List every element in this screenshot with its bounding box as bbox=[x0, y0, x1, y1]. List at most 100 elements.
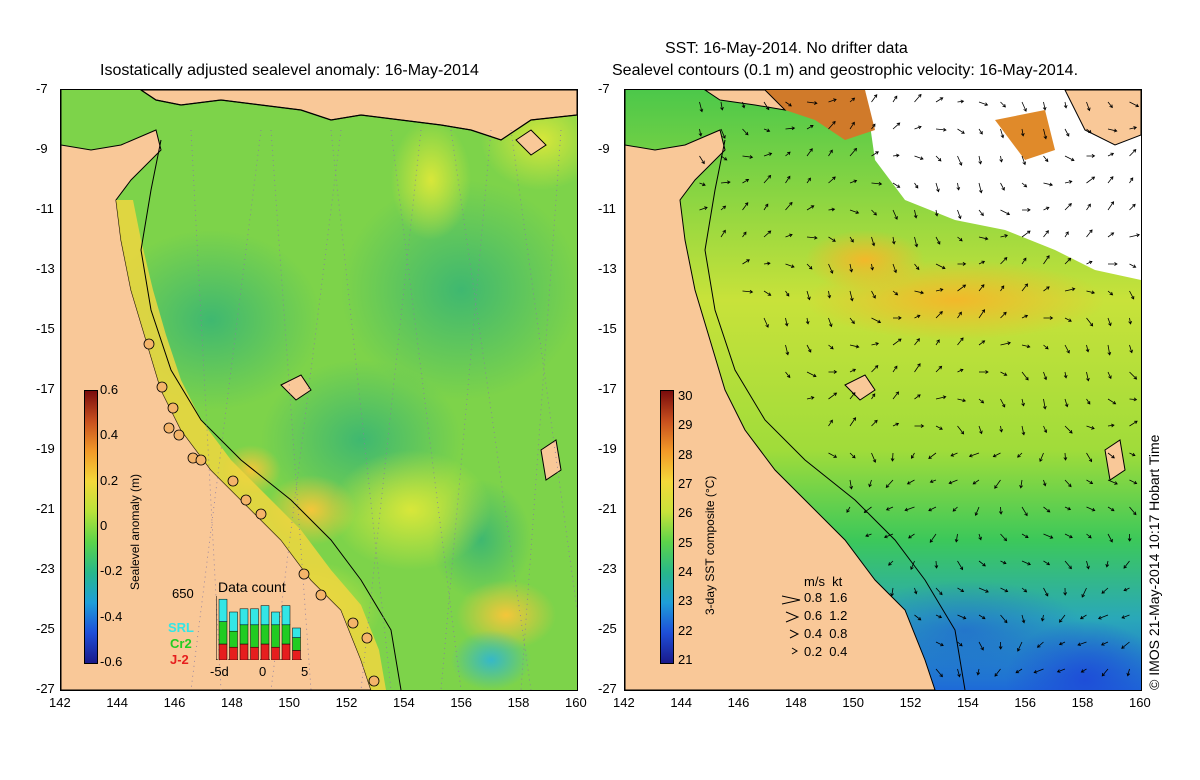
data-count-bar-j2 bbox=[250, 646, 259, 661]
lon-tick-right: 154 bbox=[957, 695, 979, 710]
sst-colorbar-tick: 29 bbox=[678, 417, 693, 433]
dc-xtick-1: -5d bbox=[210, 664, 229, 679]
data-count-bar-srl bbox=[218, 598, 228, 622]
data-count-bar-srl bbox=[260, 605, 270, 626]
data-count-bar-cr2 bbox=[260, 624, 270, 645]
lon-tick-left: 146 bbox=[163, 695, 186, 710]
data-count-bar-cr2 bbox=[292, 637, 301, 651]
lon-tick-left: 144 bbox=[106, 695, 129, 710]
data-count-max: 650 bbox=[172, 586, 194, 601]
dc-xtick-3: 5 bbox=[301, 664, 309, 679]
sla-colorbar-tick: -0.2 bbox=[100, 563, 123, 579]
sla-colorbar bbox=[84, 390, 98, 664]
lon-tick-left: 150 bbox=[278, 695, 301, 710]
sat-label-srl: SRL bbox=[168, 620, 194, 635]
lat-tick-left: -17 bbox=[36, 381, 55, 396]
lon-tick-right: 144 bbox=[670, 695, 693, 710]
data-count-bar-j2 bbox=[292, 650, 301, 661]
lon-tick-right: 158 bbox=[1071, 695, 1094, 710]
lat-tick-left: -27 bbox=[36, 681, 55, 696]
lon-tick-left: 158 bbox=[507, 695, 530, 710]
data-count-bar-cr2 bbox=[281, 624, 291, 645]
right-panel-title-line2: Sealevel contours (0.1 m) and geostrophi… bbox=[612, 62, 1079, 79]
lon-tick-right: 156 bbox=[1014, 695, 1037, 710]
lat-tick-left: -13 bbox=[36, 261, 55, 276]
lat-tick-left: -7 bbox=[36, 81, 48, 96]
lat-tick-right: -25 bbox=[598, 621, 617, 636]
data-count-title: Data count bbox=[218, 579, 286, 595]
lon-tick-left: 152 bbox=[335, 695, 358, 710]
velocity-legend-row-2: 0.6 1.2 bbox=[804, 608, 848, 623]
velocity-legend-row-1: 0.8 1.6 bbox=[804, 590, 848, 605]
sst-colorbar-tick: 24 bbox=[678, 564, 693, 579]
data-count-bar-srl bbox=[239, 608, 249, 626]
data-count-bar-srl bbox=[292, 627, 301, 638]
data-count-bar-cr2 bbox=[271, 624, 280, 648]
lat-tick-left: -11 bbox=[36, 201, 54, 216]
sla-colorbar-tick: 0.2 bbox=[100, 472, 119, 488]
lat-tick-right: -13 bbox=[598, 261, 617, 276]
data-count-bar-cr2 bbox=[218, 621, 228, 645]
sst-colorbar-tick: 22 bbox=[678, 622, 693, 638]
sla-colorbar-tick: 0.4 bbox=[100, 427, 119, 443]
lat-tick-left: -15 bbox=[36, 321, 55, 336]
sst-colorbar-tick: 30 bbox=[678, 388, 693, 403]
lon-tick-right: 142 bbox=[613, 695, 635, 710]
lat-tick-right: -11 bbox=[598, 201, 616, 216]
lat-tick-right: -9 bbox=[598, 141, 610, 156]
lat-tick-left: -25 bbox=[36, 621, 55, 636]
sst-colorbar-tick: 23 bbox=[678, 593, 693, 609]
sla-colorbar-tick: 0.6 bbox=[100, 382, 119, 397]
data-count-bar-srl bbox=[281, 605, 291, 626]
lon-tick-left: 148 bbox=[221, 695, 243, 710]
data-count-bar-j2 bbox=[271, 646, 280, 661]
data-count-inset bbox=[215, 596, 302, 661]
right-panel-title-line1: SST: 16-May-2014. No drifter data bbox=[665, 40, 908, 57]
data-count-bar-cr2 bbox=[239, 624, 249, 645]
cloud-mask bbox=[865, 90, 1141, 280]
data-count-bar-srl bbox=[271, 611, 280, 626]
sst-map bbox=[624, 89, 1142, 691]
lon-tick-right: 146 bbox=[727, 695, 750, 710]
lat-tick-right: -27 bbox=[598, 681, 617, 696]
data-count-bar-cr2 bbox=[250, 624, 259, 648]
data-count-bar-j2 bbox=[239, 643, 249, 661]
sla-colorbar-tick: -0.4 bbox=[100, 608, 123, 624]
lat-tick-right: -21 bbox=[598, 501, 617, 516]
lat-tick-left: -21 bbox=[36, 501, 55, 516]
lat-tick-left: -19 bbox=[36, 441, 55, 456]
tide-gauge-markers bbox=[143, 338, 380, 687]
sat-label-j2: J-2 bbox=[170, 652, 189, 667]
lat-tick-left: -23 bbox=[36, 561, 55, 576]
sst-colorbar bbox=[660, 390, 674, 664]
lat-tick-right: -23 bbox=[598, 561, 617, 576]
data-count-bar-j2 bbox=[229, 646, 238, 661]
data-count-bar-j2 bbox=[281, 643, 291, 661]
data-count-bar-j2 bbox=[260, 643, 270, 661]
velocity-legend-arrows bbox=[781, 595, 801, 655]
sst-colorbar-tick: 21 bbox=[678, 652, 693, 667]
lat-tick-left: -9 bbox=[36, 141, 48, 156]
sla-colorbar-tick: 0 bbox=[100, 518, 108, 533]
lon-tick-right: 148 bbox=[785, 695, 807, 710]
lon-tick-right: 152 bbox=[899, 695, 922, 710]
sla-colorbar-label: Sealevel anomaly (m) bbox=[128, 473, 142, 590]
sealevel-anomaly-map bbox=[60, 89, 578, 691]
data-count-bar-srl bbox=[229, 611, 238, 632]
australia-land bbox=[625, 90, 936, 690]
sst-colorbar-label: 3-day SST composite (°C) bbox=[703, 475, 717, 615]
sla-colorbar-tick: -0.6 bbox=[100, 654, 123, 669]
sst-colorbar-tick: 26 bbox=[678, 505, 693, 521]
sst-colorbar-tick: 28 bbox=[678, 446, 693, 462]
lon-tick-right: 160 bbox=[1129, 695, 1151, 710]
png-land bbox=[704, 90, 787, 111]
lon-tick-left: 156 bbox=[450, 695, 473, 710]
velocity-legend-row-4: 0.2 0.4 bbox=[804, 644, 848, 659]
left-panel-title: Isostatically adjusted sealevel anomaly:… bbox=[100, 62, 479, 79]
data-count-bar-srl bbox=[250, 608, 259, 626]
lon-tick-left: 160 bbox=[565, 695, 587, 710]
geostrophic-velocity-arrows bbox=[698, 93, 1140, 678]
sst-colorbar-tick: 25 bbox=[678, 534, 693, 550]
lon-tick-right: 150 bbox=[842, 695, 865, 710]
velocity-legend-row-3: 0.4 0.8 bbox=[804, 626, 848, 641]
